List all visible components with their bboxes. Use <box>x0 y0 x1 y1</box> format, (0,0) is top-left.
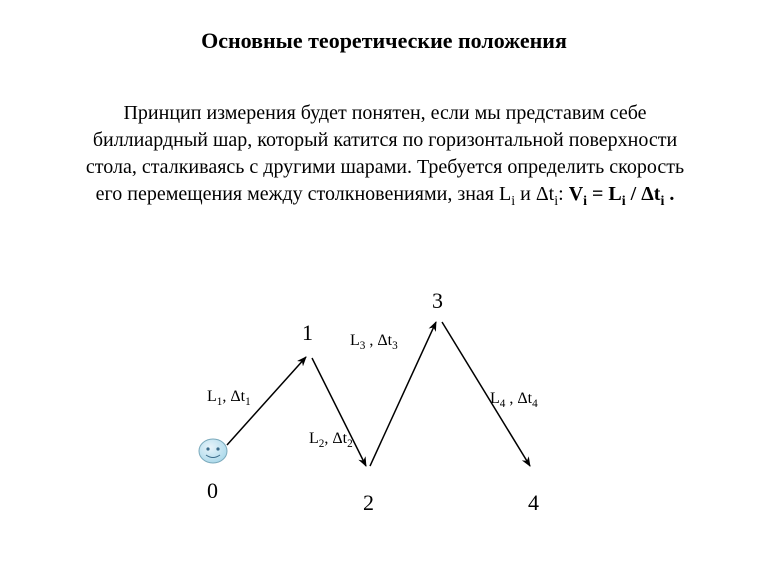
el1-l: L <box>207 388 217 405</box>
el1-s2: 1 <box>245 396 251 408</box>
ball-eye-left <box>206 447 209 450</box>
node-label-4: 4 <box>528 490 539 516</box>
el4-dt: , Δt <box>505 390 532 407</box>
edge-label-4: L4 , Δt4 <box>490 390 538 410</box>
el2-dt: , Δt <box>324 430 347 447</box>
el3-dt: , Δt <box>365 332 392 349</box>
el3-s2: 3 <box>392 340 398 352</box>
node-label-1: 1 <box>302 320 313 346</box>
edge-label-2: L2, Δt2 <box>309 430 353 450</box>
edge-label-3: L3 , Δt3 <box>350 332 398 352</box>
el4-s2: 4 <box>532 398 538 410</box>
trajectory-diagram <box>0 0 768 576</box>
el2-s2: 2 <box>347 438 353 450</box>
el1-dt: , Δt <box>222 388 245 405</box>
node-label-0: 0 <box>207 478 218 504</box>
ball-eye-right <box>216 447 219 450</box>
el2-l: L <box>309 430 319 447</box>
el3-l: L <box>350 332 360 349</box>
edge-label-1: L1, Δt1 <box>207 388 251 408</box>
node-label-2: 2 <box>363 490 374 516</box>
ball-body <box>199 439 227 463</box>
el4-l: L <box>490 390 500 407</box>
node-label-3: 3 <box>432 288 443 314</box>
page-root: Основные теоретические положения Принцип… <box>0 0 768 576</box>
billiard-ball-icon <box>199 439 227 463</box>
